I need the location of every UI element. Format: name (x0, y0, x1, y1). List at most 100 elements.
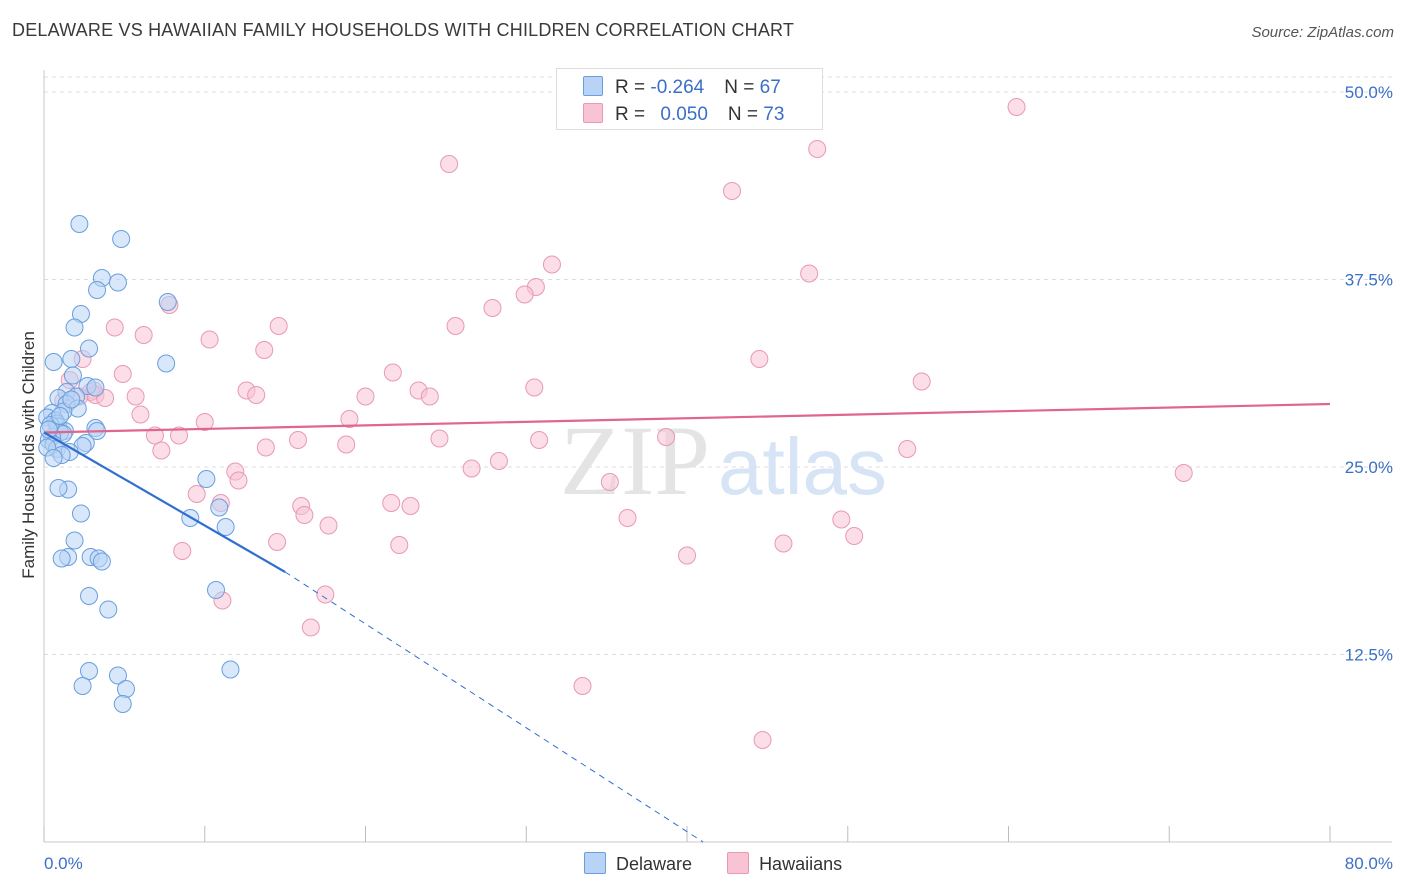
hawaiians-point (832, 510, 851, 529)
legend-n-value: 67 (759, 77, 781, 98)
hawaiians-point (152, 441, 171, 460)
hawaiians-point (187, 485, 206, 503)
hawaiians-point (800, 264, 819, 283)
hawaiians-point (247, 386, 266, 404)
delaware-point (216, 518, 235, 536)
delaware-point (80, 587, 99, 605)
hawaiians-point (382, 494, 401, 512)
hawaiians-point (170, 426, 189, 445)
hawaiians-point (912, 372, 931, 391)
hawaiians-point (401, 497, 420, 515)
legend-row-hawaiians: R = 0.050 N = 73 (583, 103, 784, 125)
legend-n-label: N = (724, 77, 760, 98)
hawaiians-point (618, 509, 637, 527)
hawaiians-point (195, 413, 214, 431)
hawaiians-point (440, 155, 459, 173)
watermark: ZIP atlas (560, 405, 887, 516)
delaware-point (157, 354, 176, 373)
hawaiians-point (1174, 464, 1193, 482)
delaware-point (113, 695, 132, 713)
legend-swatch-delaware (583, 76, 603, 96)
hawaiians-point (600, 473, 619, 491)
hawaiians-point (316, 585, 335, 604)
hawaiians-point (173, 542, 192, 560)
delaware-trend-line (43, 431, 286, 573)
hawaiians-point (845, 527, 864, 545)
hawaiians-point (200, 330, 219, 349)
x-tick-label-max: 80.0% (1345, 854, 1393, 873)
hawaiians-point (753, 731, 772, 749)
delaware-point (116, 680, 135, 698)
watermark-atlas: atlas (718, 422, 887, 511)
series-legend: Delaware Hawaiians (584, 852, 872, 875)
hawaiians-point (337, 435, 356, 454)
delaware-point (73, 677, 92, 695)
delaware-point (63, 366, 82, 385)
hawaiians-point (256, 438, 275, 457)
tick-labels: 12.5% 25.0% 37.5% 50.0% 0.0% 80.0% (44, 83, 1393, 873)
legend-n-label: N = (727, 104, 764, 125)
legend-item-delaware[interactable]: Delaware (584, 852, 692, 875)
hawaiians-point (750, 350, 769, 368)
hawaiians-point (657, 428, 676, 446)
chart-title: DELAWARE VS HAWAIIAN FAMILY HOUSEHOLDS W… (12, 20, 795, 40)
legend-swatch-hawaiians (583, 103, 603, 123)
delaware-point (51, 407, 70, 425)
hawaiians-point (269, 317, 288, 335)
delaware-point (92, 552, 111, 571)
delaware-point (65, 318, 84, 337)
delaware-point (52, 549, 71, 568)
delaware-point (197, 470, 216, 488)
hawaiians-point (288, 431, 307, 449)
hawaiians-point (525, 378, 544, 397)
hawaiians-point (483, 299, 502, 317)
hawaiians-point (573, 677, 592, 695)
delaware-point (71, 504, 90, 523)
legend-r-label: R = (615, 77, 651, 98)
delaware-point (99, 600, 118, 619)
delaware-point (112, 230, 131, 248)
legend-r-value: 0.050 (660, 104, 708, 125)
delaware-point (62, 350, 81, 368)
hawaiians-point (340, 410, 359, 428)
delaware-point (44, 449, 63, 467)
hawaiians-point (301, 618, 320, 637)
delaware-point (221, 660, 240, 679)
delaware-point (80, 662, 99, 680)
delaware-point (108, 273, 127, 292)
hawaiians-point (145, 426, 164, 445)
delaware-point (207, 581, 226, 599)
y-tick-label: 25.0% (1345, 458, 1393, 477)
legend-swatch-hawaiians (727, 852, 750, 874)
x-tick-label-min: 0.0% (44, 854, 83, 873)
correlation-legend: R = -0.264 N = 67 R = 0.050 N = 73 (556, 68, 823, 130)
legend-n-value: 73 (763, 104, 785, 125)
delaware-point (70, 215, 89, 233)
hawaiians-point (1007, 98, 1026, 116)
hawaiians-point (113, 365, 132, 383)
hawaiians-point (808, 140, 827, 158)
delaware-point (62, 390, 81, 409)
delaware-point (65, 531, 84, 550)
hawaiians-point (430, 429, 449, 448)
hawaiians-point (489, 452, 508, 470)
delaware-point (158, 293, 177, 311)
grid-lines (44, 76, 1392, 655)
series-delaware-points (38, 215, 240, 713)
hawaiians-point (678, 546, 696, 565)
y-tick-label: 50.0% (1345, 83, 1393, 102)
hawaiians-point (131, 405, 150, 424)
legend-swatch-delaware (584, 852, 606, 874)
delaware-point (49, 479, 68, 497)
hawaiians-point (126, 387, 145, 406)
hawaiians-point (462, 459, 481, 478)
delaware-point (210, 498, 229, 517)
legend-item-hawaiians[interactable]: Hawaiians (727, 852, 842, 875)
legend-label-delaware: Delaware (616, 854, 693, 874)
legend-row-delaware: R = -0.264 N = 67 (583, 76, 781, 98)
delaware-point (108, 666, 127, 685)
delaware-point (88, 281, 107, 299)
hawaiians-point (542, 255, 561, 274)
hawaiians-point (134, 326, 153, 344)
